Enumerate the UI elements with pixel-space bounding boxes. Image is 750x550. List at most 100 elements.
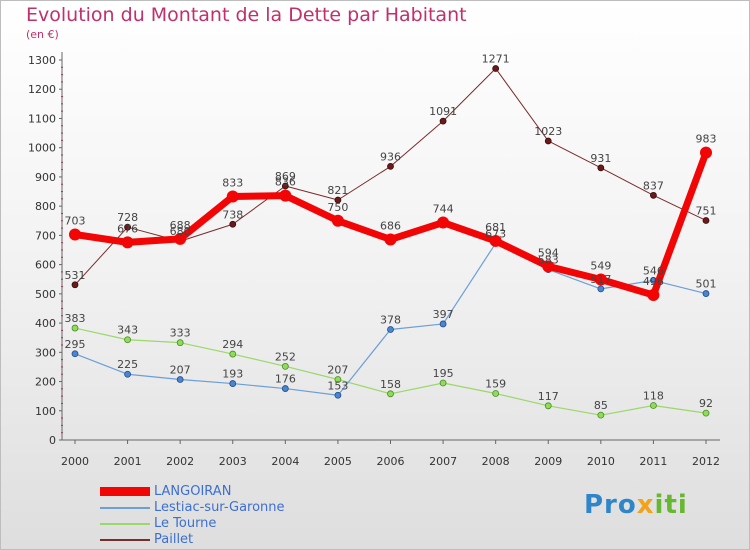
data-label-lestiac-sur-garonne: 378 — [380, 314, 401, 327]
legend-swatch-le-tourne — [100, 522, 150, 525]
data-point-le-tourne — [71, 324, 79, 332]
data-point-langoiran — [174, 232, 187, 245]
data-point-lestiac-sur-garonne — [334, 391, 342, 399]
data-label-langoiran: 681 — [485, 221, 506, 234]
y-tick-label: 900 — [35, 171, 56, 184]
data-point-langoiran — [226, 190, 239, 203]
data-label-paillet: 936 — [380, 150, 401, 163]
data-label-lestiac-sur-garonne: 517 — [590, 273, 611, 286]
data-label-paillet: 531 — [65, 269, 86, 282]
data-label-paillet: 837 — [643, 179, 664, 192]
x-tick-label: 2012 — [692, 455, 720, 468]
data-label-le-tourne: 207 — [327, 363, 348, 376]
legend-swatch-langoiran — [100, 487, 150, 496]
data-point-paillet — [702, 217, 710, 224]
legend-item-langoiran: LANGOIRAN — [100, 484, 285, 500]
data-label-langoiran: 676 — [117, 222, 138, 235]
data-label-paillet: 728 — [117, 211, 138, 224]
data-point-paillet — [597, 164, 605, 172]
y-tick-label: 0 — [49, 434, 56, 447]
data-point-langoiran — [489, 234, 502, 247]
y-tick-label: 600 — [35, 259, 56, 272]
data-label-lestiac-sur-garonne: 225 — [117, 358, 138, 371]
data-label-langoiran: 983 — [696, 133, 717, 146]
data-point-le-tourne — [702, 409, 710, 417]
x-tick-label: 2003 — [219, 455, 247, 468]
data-point-le-tourne — [387, 390, 394, 398]
y-tick-label: 1000 — [28, 142, 56, 155]
data-point-paillet — [334, 196, 342, 204]
proxiti-logo: Proxiti — [584, 490, 688, 520]
data-point-langoiran — [542, 260, 555, 273]
y-tick-label: 700 — [35, 229, 56, 242]
data-label-langoiran: 688 — [170, 219, 191, 232]
data-point-langoiran — [121, 236, 134, 249]
data-point-le-tourne — [124, 336, 131, 344]
data-point-paillet — [281, 182, 289, 190]
data-point-lestiac-sur-garonne — [597, 285, 605, 293]
data-point-lestiac-sur-garonne — [281, 385, 289, 392]
data-point-lestiac-sur-garonne — [702, 290, 710, 297]
data-label-paillet: 1271 — [482, 52, 510, 65]
data-point-le-tourne — [229, 350, 237, 358]
series-paillet — [71, 65, 710, 289]
data-label-lestiac-sur-garonne: 153 — [327, 379, 348, 392]
data-point-paillet — [650, 191, 657, 199]
data-point-lestiac-sur-garonne — [229, 380, 237, 387]
data-label-le-tourne: 85 — [594, 399, 608, 412]
data-point-le-tourne — [492, 390, 500, 397]
data-point-le-tourne — [439, 379, 447, 387]
data-label-paillet: 931 — [590, 152, 611, 165]
data-point-langoiran — [69, 228, 81, 241]
legend-label-paillet: Paillet — [154, 532, 194, 547]
x-tick-label: 2001 — [114, 455, 142, 468]
data-point-langoiran — [647, 289, 660, 302]
y-tick-label: 800 — [35, 200, 56, 213]
data-point-lestiac-sur-garonne — [124, 370, 131, 378]
data-label-le-tourne: 294 — [222, 338, 243, 351]
data-point-le-tourne — [650, 402, 657, 409]
data-label-langoiran: 686 — [380, 219, 401, 232]
legend-label-langoiran: LANGOIRAN — [154, 484, 232, 499]
data-label-le-tourne: 333 — [170, 327, 191, 340]
data-point-paillet — [229, 220, 237, 228]
data-label-lestiac-sur-garonne: 295 — [65, 338, 86, 351]
data-label-paillet: 1023 — [534, 125, 562, 138]
x-tick-label: 2009 — [534, 455, 562, 468]
legend-label-le-tourne: Le Tourne — [154, 516, 217, 531]
y-tick-label: 1200 — [28, 83, 56, 96]
data-point-le-tourne — [176, 339, 184, 347]
data-label-le-tourne: 118 — [643, 390, 664, 403]
data-label-paillet: 1091 — [429, 105, 457, 118]
y-tick-label: 100 — [35, 405, 56, 418]
data-labels: 703 676 688 833 836 750 686 744 681 594 549 496 983 2… — [65, 52, 717, 412]
data-point-le-tourne — [597, 411, 605, 419]
data-point-langoiran — [279, 189, 292, 202]
data-point-langoiran — [700, 146, 712, 159]
x-tick-label: 2006 — [377, 455, 405, 468]
data-label-langoiran: 703 — [65, 215, 86, 228]
data-point-le-tourne — [281, 362, 289, 370]
data-point-paillet — [124, 223, 131, 231]
data-point-langoiran — [331, 214, 344, 227]
data-label-paillet: 738 — [222, 208, 243, 221]
data-label-langoiran: 833 — [222, 177, 243, 190]
data-label-langoiran: 549 — [590, 260, 611, 273]
x-tick-label: 2011 — [639, 455, 667, 468]
y-tick-label: 200 — [35, 376, 56, 389]
x-tick-label: 2004 — [271, 455, 299, 468]
data-label-lestiac-sur-garonne: 673 — [485, 227, 506, 240]
data-label-paillet: 821 — [327, 184, 348, 197]
legend-item-lestiac: Lestiac-sur-Garonne — [100, 500, 285, 516]
series-langoiran — [69, 146, 712, 302]
data-label-le-tourne: 117 — [538, 390, 559, 403]
y-tick-label: 300 — [35, 346, 56, 359]
legend-swatch-lestiac — [100, 506, 150, 509]
data-point-lestiac-sur-garonne — [176, 376, 184, 383]
data-label-lestiac-sur-garonne: 583 — [538, 254, 559, 267]
data-label-le-tourne: 159 — [485, 378, 506, 391]
data-label-lestiac-sur-garonne: 397 — [433, 308, 454, 321]
data-point-langoiran — [437, 216, 450, 229]
